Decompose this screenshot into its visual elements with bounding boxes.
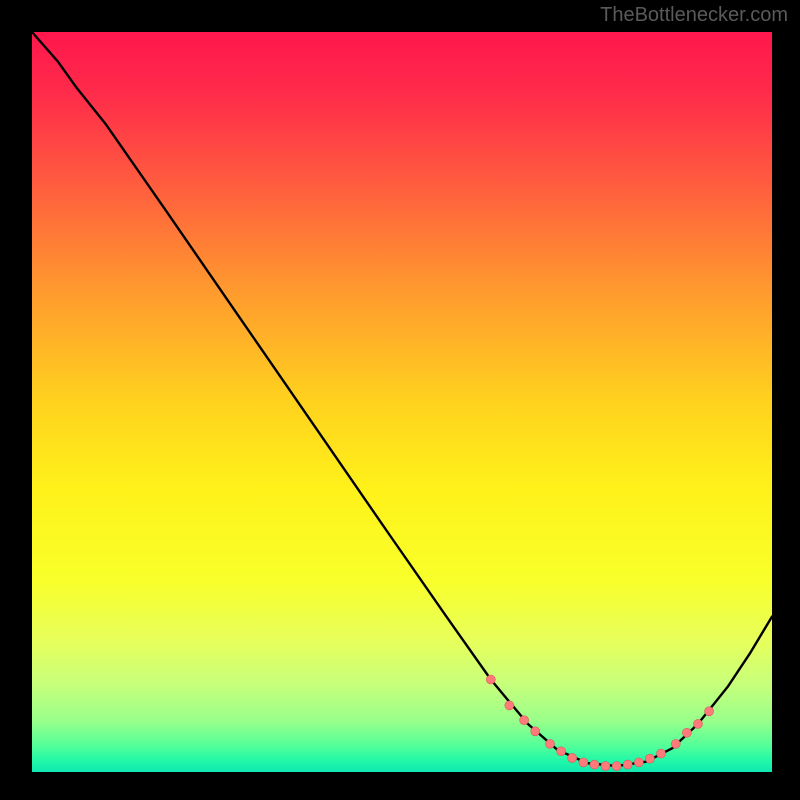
curve-marker [612,762,621,771]
curve-marker [623,760,632,769]
curve-marker [694,719,703,728]
bottleneck-curve [32,32,772,766]
bottleneck-chart [32,32,772,772]
curve-marker [682,728,691,737]
curve-marker [546,739,555,748]
curve-marker [671,739,680,748]
curve-marker [601,762,610,771]
attribution-label: TheBottlenecker.com [600,4,788,27]
curve-marker [520,716,529,725]
curve-marker [579,758,588,767]
curve-marker [590,760,599,769]
curve-layer [32,32,772,772]
curve-marker [634,758,643,767]
curve-marker [568,753,577,762]
curve-marker [557,747,566,756]
curve-marker [657,749,666,758]
curve-marker [645,754,654,763]
curve-markers [486,675,713,771]
curve-marker [486,675,495,684]
curve-marker [505,701,514,710]
curve-marker [531,727,540,736]
curve-marker [705,707,714,716]
